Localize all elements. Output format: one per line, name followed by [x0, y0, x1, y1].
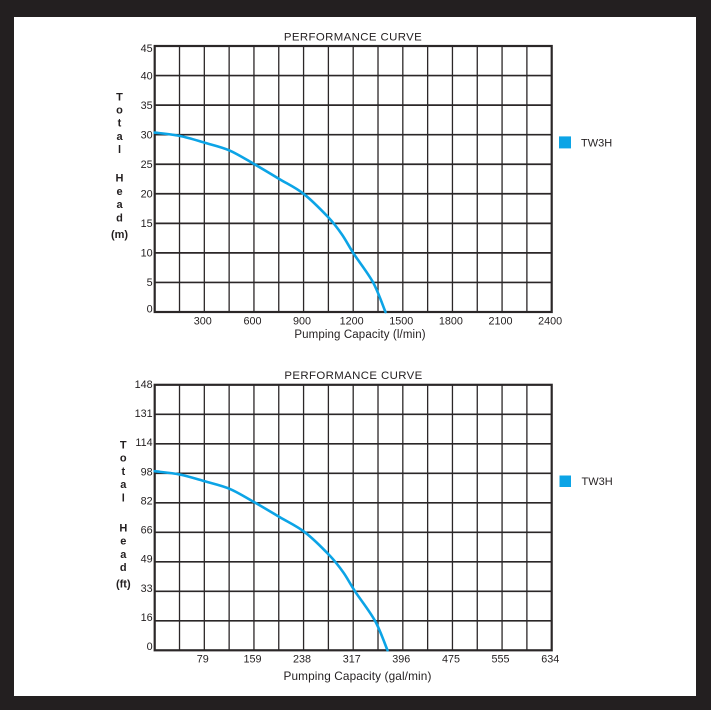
svg-text:T: T [116, 91, 123, 103]
svg-text:20: 20 [141, 188, 153, 200]
svg-text:H: H [119, 523, 127, 535]
svg-text:900: 900 [293, 316, 311, 328]
svg-text:1500: 1500 [389, 316, 413, 328]
svg-text:TW3H: TW3H [582, 476, 613, 488]
svg-text:PERFORMANCE CURVE: PERFORMANCE CURVE [284, 370, 422, 382]
svg-text:131: 131 [135, 408, 153, 420]
svg-text:1200: 1200 [340, 316, 364, 328]
svg-text:0: 0 [147, 304, 153, 316]
svg-text:T: T [120, 440, 127, 452]
svg-text:10: 10 [141, 248, 153, 260]
svg-text:25: 25 [141, 159, 153, 171]
svg-text:a: a [120, 549, 127, 561]
svg-text:238: 238 [293, 654, 311, 666]
svg-text:33: 33 [141, 583, 153, 595]
svg-text:159: 159 [243, 654, 261, 666]
svg-text:317: 317 [343, 654, 361, 666]
svg-text:o: o [116, 105, 123, 117]
svg-text:H: H [116, 173, 124, 185]
svg-text:l: l [118, 144, 121, 156]
svg-text:1800: 1800 [439, 316, 463, 328]
svg-text:t: t [118, 118, 122, 130]
svg-text:PERFORMANCE CURVE: PERFORMANCE CURVE [284, 32, 422, 44]
svg-text:TW3H: TW3H [581, 137, 612, 149]
svg-text:600: 600 [243, 316, 261, 328]
svg-text:Pumping Capacity (gal/min): Pumping Capacity (gal/min) [283, 669, 431, 683]
svg-text:(ft): (ft) [116, 578, 131, 590]
svg-text:a: a [116, 131, 123, 143]
svg-text:35: 35 [141, 100, 153, 112]
svg-text:16: 16 [141, 612, 153, 624]
svg-text:e: e [116, 186, 122, 198]
svg-text:79: 79 [197, 654, 209, 666]
svg-text:d: d [120, 562, 127, 574]
svg-text:114: 114 [135, 437, 152, 449]
svg-text:45: 45 [141, 43, 153, 55]
svg-text:396: 396 [392, 654, 410, 666]
svg-text:634: 634 [541, 654, 559, 666]
svg-text:a: a [120, 479, 127, 491]
svg-text:98: 98 [141, 466, 153, 478]
svg-text:t: t [121, 466, 125, 478]
svg-text:49: 49 [141, 554, 153, 566]
svg-text:d: d [116, 212, 123, 224]
svg-text:2400: 2400 [538, 316, 562, 328]
svg-text:a: a [116, 199, 123, 211]
svg-text:0: 0 [147, 641, 153, 653]
svg-text:o: o [120, 453, 127, 465]
svg-text:148: 148 [135, 379, 153, 391]
svg-text:555: 555 [492, 654, 510, 666]
svg-text:300: 300 [194, 316, 212, 328]
svg-text:Pumping Capacity (l/min): Pumping Capacity (l/min) [294, 329, 425, 341]
svg-text:15: 15 [141, 218, 153, 230]
svg-text:e: e [120, 536, 126, 548]
svg-text:5: 5 [147, 277, 153, 289]
svg-text:66: 66 [141, 525, 153, 537]
svg-text:82: 82 [141, 496, 153, 508]
svg-text:2100: 2100 [489, 316, 513, 328]
svg-text:(m): (m) [111, 229, 128, 241]
svg-text:30: 30 [141, 129, 153, 141]
svg-text:l: l [122, 492, 125, 504]
svg-text:40: 40 [141, 70, 153, 82]
svg-text:475: 475 [442, 654, 460, 666]
